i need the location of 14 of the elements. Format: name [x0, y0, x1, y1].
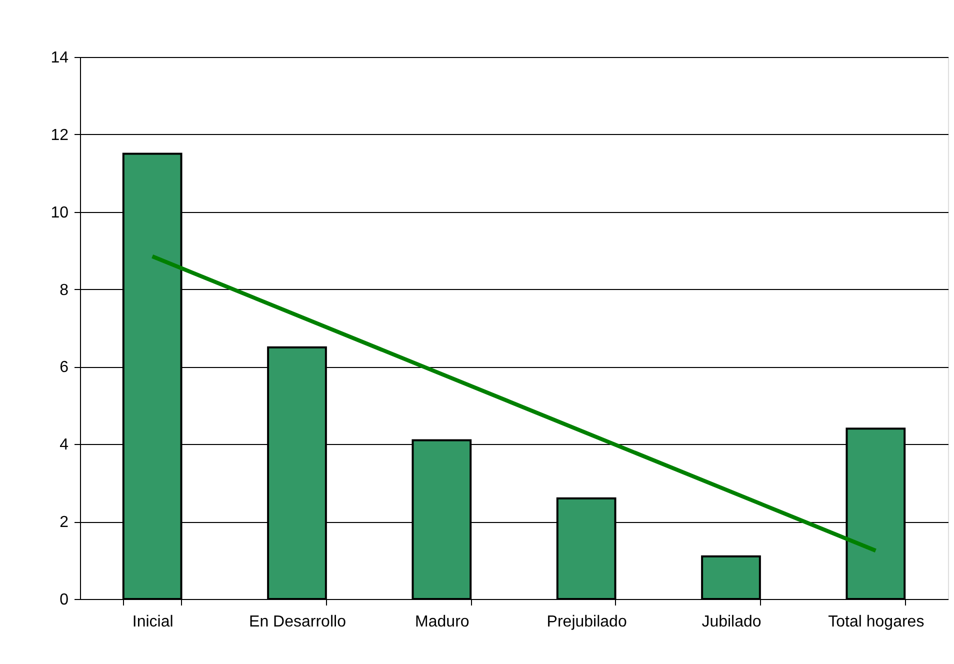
- y-tick-label: 2: [60, 514, 69, 532]
- y-tick-label: 4: [60, 436, 69, 454]
- x-tick-label: En Desarrollo: [249, 614, 346, 630]
- y-tick-label: 10: [50, 204, 69, 222]
- y-tick-label: 12: [50, 126, 69, 144]
- y-tick-label: 8: [60, 282, 69, 299]
- y-tick-label: 14: [50, 50, 69, 66]
- x-tick-label: Prejubilado: [546, 614, 627, 630]
- x-tick-label: Jubilado: [702, 614, 762, 630]
- y-tick-label: 6: [60, 359, 69, 376]
- y-tick-label: 0: [60, 592, 69, 608]
- x-tick-label: Total hogares: [828, 614, 924, 630]
- x-tick-label: Maduro: [415, 614, 470, 630]
- x-tick-label: Inicial: [132, 614, 174, 630]
